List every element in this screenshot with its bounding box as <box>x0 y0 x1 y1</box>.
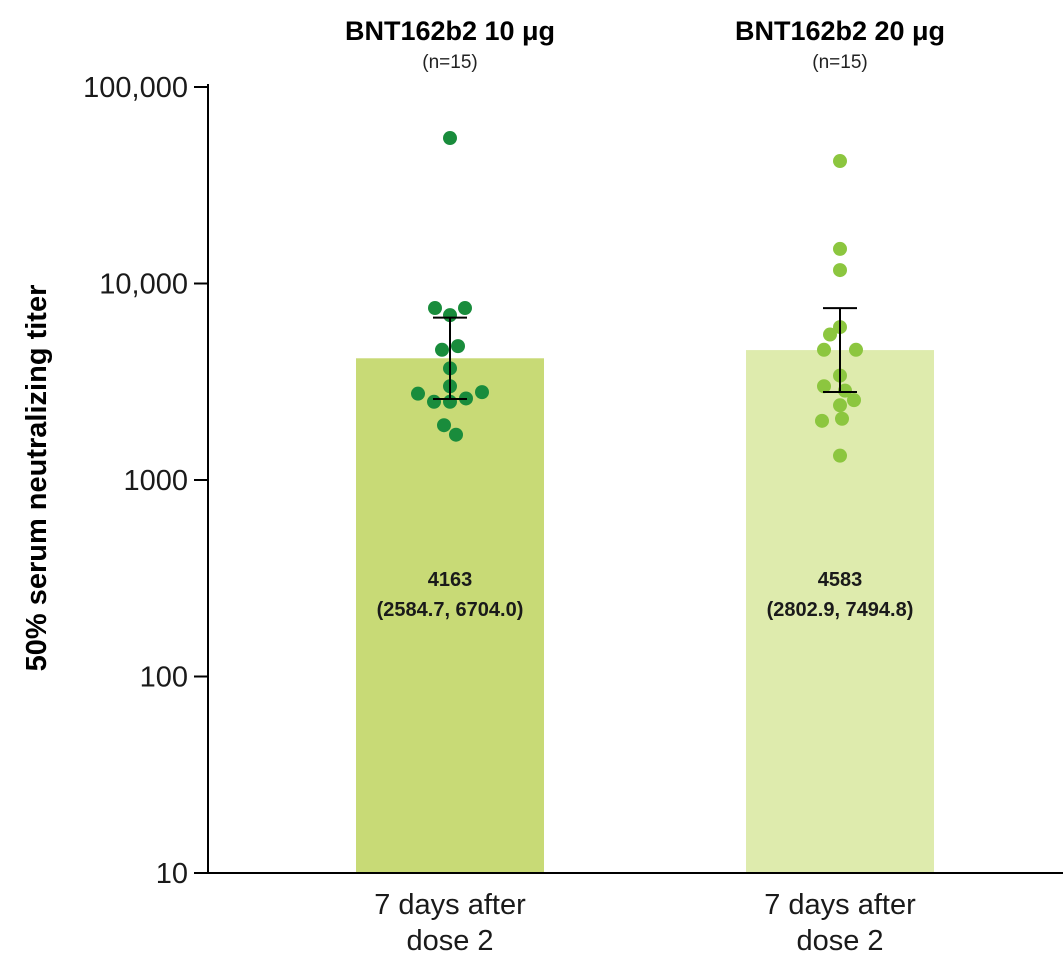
group-n-label: (n=15) <box>422 52 477 73</box>
bar <box>746 350 934 873</box>
bars-layer <box>356 350 934 874</box>
data-point <box>411 386 425 401</box>
group-headers: BNT162b2 10 μg (n=15) BNT162b2 20 μg (n=15) <box>345 16 945 73</box>
y-tick-label: 10 <box>156 858 188 890</box>
y-axis-label: 50% serum neutralizing titer <box>21 285 53 672</box>
data-point <box>849 342 863 357</box>
y-tick-label: 1000 <box>123 465 188 497</box>
data-point <box>435 342 449 357</box>
data-point <box>451 339 465 354</box>
data-point <box>833 398 847 413</box>
data-point <box>823 327 837 342</box>
bar <box>356 358 544 874</box>
data-point <box>833 263 847 278</box>
bar-value-label: 4583 <box>818 569 863 591</box>
x-category-label-line2: dose 2 <box>406 925 493 956</box>
y-tick-label: 10,000 <box>99 269 188 301</box>
x-category-label-line1: 7 days after <box>374 889 526 921</box>
data-point <box>817 342 831 357</box>
group-title: BNT162b2 20 μg <box>735 16 945 46</box>
errorbar-layer <box>433 307 857 400</box>
data-point <box>428 301 442 316</box>
bar-value-label: 4163 <box>428 569 473 591</box>
data-point <box>847 393 861 408</box>
bar-ci-label: (2584.7, 6704.0) <box>377 599 524 621</box>
data-point <box>437 418 451 433</box>
data-point <box>427 394 441 409</box>
data-point <box>443 131 457 146</box>
group-title: BNT162b2 10 μg <box>345 16 555 46</box>
x-category-label-line1: 7 days after <box>764 889 916 921</box>
data-point <box>449 427 463 442</box>
data-point <box>838 383 852 398</box>
data-point <box>475 385 489 400</box>
data-point <box>443 308 457 323</box>
data-point <box>833 241 847 256</box>
data-point <box>833 448 847 463</box>
data-point <box>833 154 847 169</box>
data-point <box>815 413 829 428</box>
bar-label-layer: 4163 (2584.7, 6704.0) 4583 (2802.9, 7494.8) <box>377 569 914 621</box>
data-point <box>835 411 849 426</box>
x-category-label-line2: dose 2 <box>796 925 883 956</box>
axis-layer <box>207 84 1063 874</box>
y-ticks: 10 100 1000 10,000 100,000 <box>83 72 208 890</box>
y-tick-label: 100,000 <box>83 72 188 104</box>
group-n-label: (n=15) <box>812 52 867 73</box>
data-point <box>817 379 831 394</box>
bar-ci-label: (2802.9, 7494.8) <box>767 599 914 621</box>
data-point <box>458 301 472 316</box>
x-category-labels: 7 days after dose 2 7 days after dose 2 <box>374 889 916 956</box>
y-tick-label: 100 <box>140 662 188 694</box>
